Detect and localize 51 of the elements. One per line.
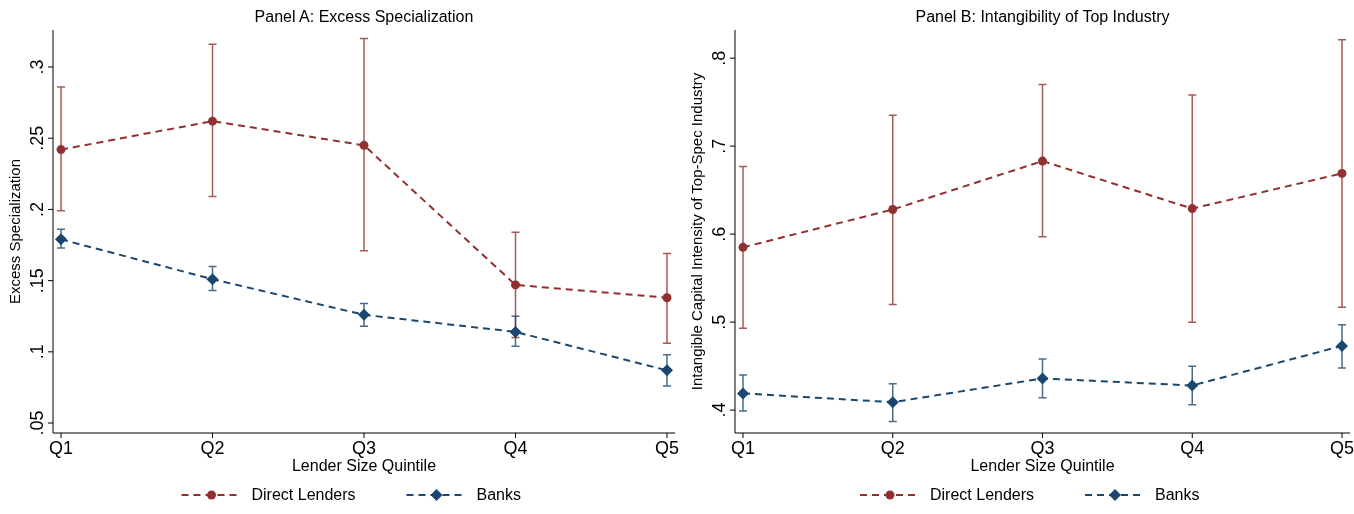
y-tick-label: .8 xyxy=(709,50,729,66)
point xyxy=(358,308,370,321)
x-tick-label: Q4 xyxy=(1180,438,1205,458)
x-tick-label: Q3 xyxy=(1030,438,1055,458)
legend-label: Banks xyxy=(476,486,521,503)
x-tick-label: Q2 xyxy=(880,438,905,458)
point xyxy=(55,233,67,246)
legend-label: Direct Lenders xyxy=(251,486,356,503)
point xyxy=(56,145,66,155)
y-tick-label: .05 xyxy=(27,410,47,436)
x-tick-label: Q5 xyxy=(1329,438,1354,458)
x-tick-label: Q1 xyxy=(730,438,756,458)
point xyxy=(509,325,522,338)
point xyxy=(1336,339,1348,352)
y-axis-title: Intangible Capital Intensity of Top-Spec Industry xyxy=(688,72,705,391)
y-tick-label: .6 xyxy=(709,226,729,242)
x-tick-label: Q2 xyxy=(200,438,225,458)
point xyxy=(1036,372,1049,385)
y-axis-title: Excess Specialization xyxy=(6,158,23,305)
x-tick-label: Q4 xyxy=(503,438,528,458)
y-tick-label: .7 xyxy=(709,138,729,154)
y-tick-label: .2 xyxy=(27,201,47,217)
x-tick-label: Q3 xyxy=(351,438,377,458)
point xyxy=(1186,379,1199,392)
y-tick-label: .15 xyxy=(27,268,47,294)
legend-label: Direct Lenders xyxy=(930,486,1035,503)
point xyxy=(662,293,672,303)
x-tick-label: Q1 xyxy=(48,438,74,458)
point xyxy=(737,387,749,400)
y-tick-label: .25 xyxy=(27,125,47,151)
x-tick-label: Q5 xyxy=(654,438,680,458)
point xyxy=(661,364,673,377)
y-tick-label: .4 xyxy=(709,402,729,418)
point xyxy=(888,205,898,214)
point xyxy=(206,273,219,286)
chart-title: Panel A: Excess Specialization xyxy=(254,8,474,25)
point xyxy=(1038,156,1047,166)
x-axis-title: Lender Size Quintile xyxy=(970,457,1115,474)
point xyxy=(359,140,369,150)
point xyxy=(1337,168,1347,178)
y-tick-label: .1 xyxy=(27,344,47,360)
x-axis-title: Lender Size Quintile xyxy=(291,457,437,474)
y-tick-label: .5 xyxy=(709,314,729,330)
point xyxy=(208,116,217,126)
point xyxy=(886,396,899,409)
point xyxy=(738,242,748,252)
y-tick-label: .3 xyxy=(27,59,47,75)
point xyxy=(511,280,520,290)
chart-title: Panel B: Intangibility of Top Industry xyxy=(915,8,1170,25)
point xyxy=(1187,204,1197,214)
legend-label: Banks xyxy=(1155,486,1200,503)
